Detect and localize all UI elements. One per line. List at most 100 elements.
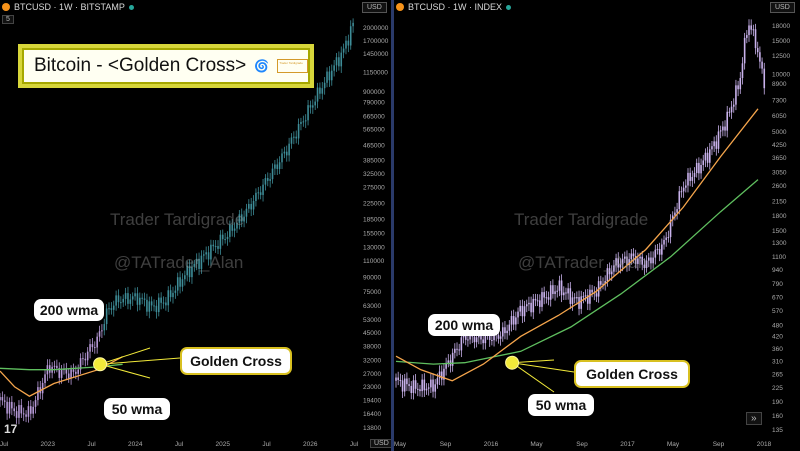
candle-body [259, 192, 262, 195]
candle-body [617, 258, 620, 268]
label-golden-cross: Golden Cross [574, 360, 690, 388]
candle-body [309, 105, 312, 108]
candle-body [539, 300, 541, 307]
candle-body [77, 369, 80, 374]
candle-body [22, 413, 25, 415]
candle-body [221, 234, 224, 240]
y-tick-label: 3650 [772, 155, 787, 162]
y-tick-label: 570 [772, 308, 783, 315]
candle-body [345, 40, 347, 49]
left-currency-button[interactable]: USD [362, 2, 387, 13]
candle-body [682, 187, 685, 192]
candle-body [573, 297, 576, 299]
candle-body [600, 281, 602, 285]
golden-cross-marker [93, 357, 108, 372]
left-interval-button[interactable]: 5 [2, 15, 14, 24]
y-tick-label: 1100 [772, 254, 786, 261]
left-chart-panel[interactable]: 2000000 1700000 1450000 1150000 900000 790000… [0, 0, 392, 451]
candle-body [300, 121, 302, 124]
callout-pointer [99, 347, 151, 365]
candle-body [150, 301, 153, 306]
y-tick-label: 790 [772, 281, 783, 288]
callout-pointer [511, 362, 555, 393]
callout-pointer [99, 363, 151, 379]
candle-body [643, 264, 646, 268]
candle-body [266, 178, 269, 181]
y-tick-label: 665000 [363, 114, 385, 121]
tardigrade-logo-icon: 🌀 [254, 59, 270, 73]
y-tick-label: 310 [772, 358, 783, 365]
y-tick-label: 12500 [772, 53, 790, 60]
right-chart-panel[interactable]: 18000 15000 12500 10000 8900 7300 6050 5000 4250… [394, 0, 800, 451]
candle-body [219, 234, 222, 249]
candle-body [671, 215, 674, 220]
y-tick-label: 1450000 [363, 51, 389, 58]
candle-body [732, 104, 735, 107]
candle-body [134, 293, 136, 297]
y-tick-label: 23000 [363, 384, 381, 391]
candle-body [326, 71, 328, 83]
candle-body [619, 264, 622, 268]
left-footer-currency[interactable]: USD [370, 439, 392, 448]
candle-body [656, 249, 659, 251]
candle-body [120, 302, 122, 304]
candle-body [650, 257, 652, 264]
y-tick-label: 3050 [772, 170, 787, 177]
candle-body [6, 401, 8, 414]
candle-body [562, 292, 565, 296]
y-tick-label: 32000 [363, 357, 381, 364]
candle-body [558, 280, 561, 291]
candle-body [167, 290, 170, 306]
candle-body [146, 299, 148, 312]
candle-body [264, 178, 267, 185]
candle-body [571, 297, 574, 304]
candle-body [691, 176, 694, 181]
candle-body [136, 293, 139, 305]
candle-body [724, 126, 726, 131]
candle-body [602, 283, 604, 285]
candle-body [312, 105, 314, 108]
candle-body [689, 172, 691, 181]
x-tick-label: Sep [713, 441, 725, 448]
candle-body [436, 378, 439, 385]
candle-body [506, 330, 508, 334]
candle-body [105, 308, 108, 325]
candle-body [108, 308, 110, 310]
y-tick-label: 1300 [772, 240, 787, 247]
candle-body [195, 258, 198, 264]
candle-body [58, 368, 61, 378]
candle-body [508, 324, 511, 331]
candle-body [79, 358, 82, 370]
bitcoin-coin-icon [396, 3, 404, 11]
candle-body [746, 35, 748, 38]
candle-body [739, 77, 742, 90]
candle-body [560, 280, 563, 296]
y-tick-label: 420 [772, 333, 783, 340]
watermark-name: Trader Tardigrade [110, 210, 245, 229]
left-chart-svg[interactable]: 2000000 1700000 1450000 1150000 900000 790000… [0, 0, 392, 451]
candle-body [155, 305, 158, 313]
candle-body [541, 292, 543, 307]
candle-body [269, 179, 271, 181]
y-tick-label: 6050 [772, 113, 787, 120]
market-status-icon [506, 4, 512, 10]
right-currency-button[interactable]: USD [770, 2, 795, 13]
candle-body [499, 336, 502, 339]
x-tick-label: Jul [175, 441, 184, 448]
candle-body [464, 335, 467, 340]
candle-body [427, 387, 430, 389]
x-tick-label: Jul [262, 441, 271, 448]
candle-body [257, 192, 260, 194]
candle-body [112, 305, 115, 310]
y-tick-label: 1700000 [363, 38, 389, 45]
candle-body [434, 384, 437, 392]
candle-body [504, 327, 506, 334]
candle-body [473, 336, 476, 343]
candle-body [238, 214, 241, 223]
candle-body [626, 256, 628, 266]
candle-body [735, 85, 737, 105]
candle-body [700, 164, 702, 174]
expand-button[interactable]: » [746, 412, 762, 425]
candle-body [245, 208, 248, 217]
y-tick-label: 110000 [363, 258, 385, 265]
